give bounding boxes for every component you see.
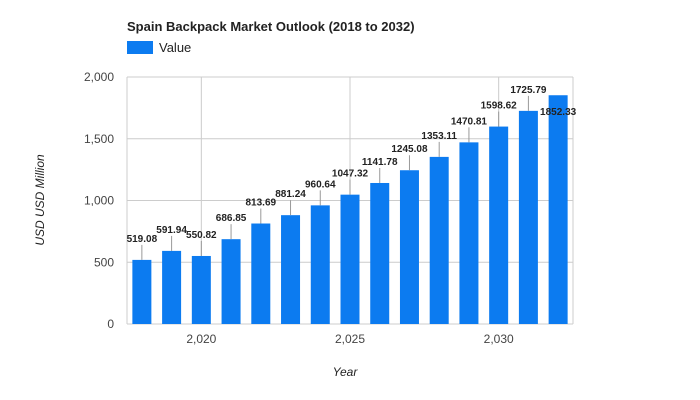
bar: [429, 156, 449, 324]
data-label: 1598.62: [481, 101, 518, 112]
data-label: 1141.78: [362, 157, 398, 168]
bar: [251, 223, 271, 324]
y-axis-ticks: 0 500 1,000 1,500 2,000: [84, 70, 114, 331]
bar: [221, 239, 241, 324]
bar: [459, 142, 479, 324]
bar: [132, 259, 152, 324]
y-axis-label: USD USD Million: [33, 154, 47, 246]
data-label: 1353.11: [421, 131, 457, 142]
bar: [489, 126, 509, 324]
bar: [310, 205, 330, 324]
y-tick-label: 0: [107, 317, 114, 331]
data-label: 1852.33: [540, 107, 577, 118]
legend: Value: [127, 40, 191, 55]
bar: [340, 194, 360, 324]
legend-label: Value: [159, 40, 191, 55]
y-tick-label: 500: [94, 255, 114, 269]
x-tick-label: 2,025: [335, 332, 365, 346]
legend-swatch: [127, 41, 153, 54]
bar: [548, 95, 568, 324]
bars: [132, 95, 568, 325]
y-tick-label: 1,000: [84, 194, 114, 208]
bar: [399, 170, 419, 324]
bar: [518, 110, 538, 325]
x-tick-label: 2,020: [186, 332, 216, 346]
data-label: 550.82: [186, 230, 217, 241]
x-axis-label: Year: [333, 365, 359, 379]
bar: [370, 182, 390, 324]
x-tick-label: 2,030: [484, 332, 514, 346]
data-label: 519.08: [127, 234, 158, 245]
bar: [281, 215, 301, 324]
y-tick-label: 1,500: [84, 132, 114, 146]
data-label: 1470.81: [451, 116, 488, 127]
data-label: 960.64: [305, 179, 336, 190]
chart-title: Spain Backpack Market Outlook (2018 to 2…: [127, 19, 415, 34]
bar: [162, 250, 182, 324]
data-label: 813.69: [246, 198, 277, 209]
data-label: 1047.32: [332, 169, 369, 180]
data-label: 686.85: [216, 213, 247, 224]
data-label: 881.24: [275, 189, 306, 200]
data-label: 1725.79: [510, 85, 547, 96]
y-tick-label: 2,000: [84, 70, 114, 84]
x-axis-ticks: 2,020 2,025 2,030: [186, 332, 514, 346]
bar: [191, 255, 211, 324]
data-label: 591.94: [156, 225, 187, 236]
data-label: 1245.08: [391, 144, 428, 155]
